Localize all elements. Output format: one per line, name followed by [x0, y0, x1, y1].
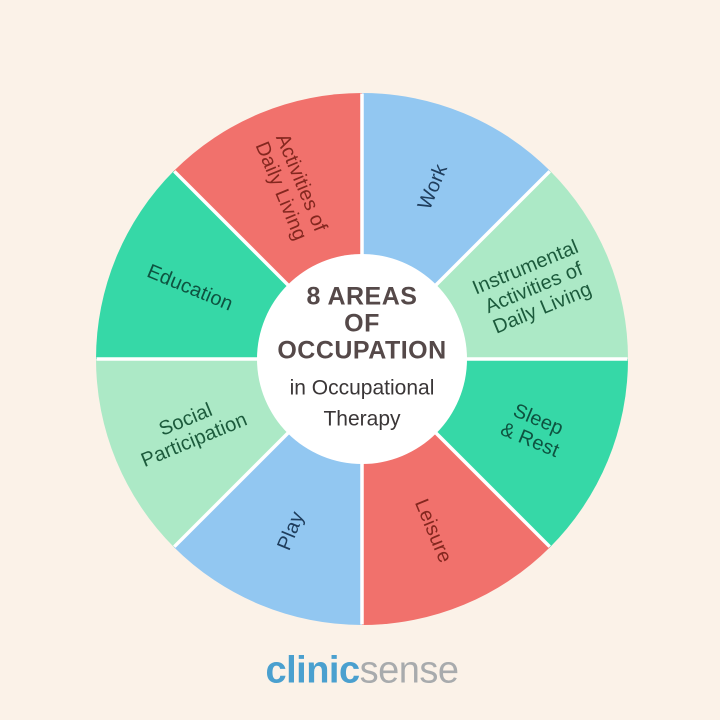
logo-text-clinic: clinic: [265, 649, 360, 692]
center-subtitle: in Occupational Therapy: [289, 376, 435, 431]
center-title: 8 AREAS OF OCCUPATION: [257, 282, 467, 365]
wheel-center: 8 AREAS OF OCCUPATION in Occupational Th…: [257, 282, 467, 435]
clinicsense-logo: clinic sense: [265, 649, 459, 693]
wheel-center-circle: [257, 254, 467, 464]
center-title-line: OF: [344, 309, 380, 338]
logo-text-sense: sense: [359, 649, 459, 692]
center-title-line: 8 AREAS: [306, 282, 418, 311]
center-title-line: OCCUPATION: [277, 336, 447, 365]
